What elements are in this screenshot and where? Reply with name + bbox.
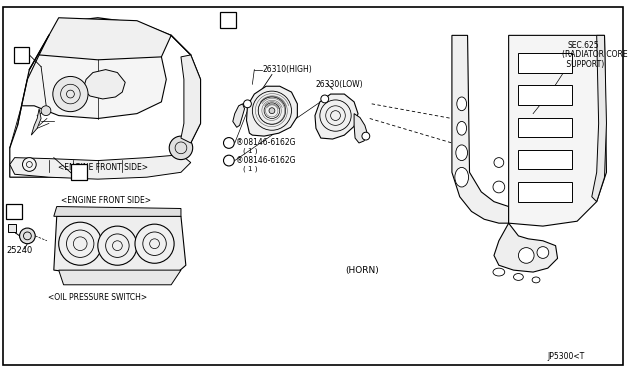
Bar — [13, 47, 29, 63]
Bar — [6, 203, 22, 219]
Text: B: B — [227, 158, 231, 163]
Text: ( 1 ): ( 1 ) — [243, 165, 257, 171]
Bar — [518, 85, 572, 105]
Circle shape — [223, 138, 234, 148]
Ellipse shape — [493, 268, 505, 276]
Bar — [220, 12, 236, 28]
Ellipse shape — [513, 273, 524, 280]
Circle shape — [223, 155, 234, 166]
Text: JP5300<T: JP5300<T — [548, 352, 585, 361]
Circle shape — [20, 228, 35, 244]
Bar — [72, 164, 87, 180]
Text: SEC.625: SEC.625 — [567, 41, 599, 49]
Text: <ENGINE FRONT SIDE>: <ENGINE FRONT SIDE> — [61, 196, 150, 205]
Text: B: B — [227, 141, 231, 145]
Text: SUPPORT): SUPPORT) — [564, 60, 605, 69]
Text: ®08146-6162G: ®08146-6162G — [236, 156, 295, 165]
Circle shape — [135, 224, 174, 263]
Circle shape — [493, 181, 505, 193]
Text: <OIL PRESSURE SWITCH>: <OIL PRESSURE SWITCH> — [48, 293, 147, 302]
Circle shape — [53, 76, 88, 112]
Polygon shape — [354, 113, 368, 143]
Circle shape — [321, 95, 329, 103]
Polygon shape — [54, 206, 181, 217]
Ellipse shape — [457, 97, 467, 111]
Circle shape — [59, 222, 102, 265]
Bar — [518, 150, 572, 169]
Polygon shape — [83, 70, 125, 99]
Circle shape — [98, 226, 137, 265]
Text: 26310(HIGH): 26310(HIGH) — [262, 65, 312, 74]
Text: B: B — [76, 167, 83, 177]
Text: 25240: 25240 — [7, 246, 33, 255]
Ellipse shape — [457, 121, 467, 135]
Polygon shape — [452, 35, 509, 223]
Ellipse shape — [456, 145, 468, 161]
Circle shape — [537, 247, 548, 259]
Polygon shape — [54, 217, 186, 275]
Polygon shape — [10, 155, 191, 179]
Text: A: A — [225, 15, 231, 25]
Polygon shape — [22, 33, 166, 119]
Polygon shape — [509, 35, 607, 226]
Polygon shape — [246, 86, 298, 136]
Bar — [518, 118, 572, 137]
Text: B: B — [10, 206, 17, 217]
Polygon shape — [181, 55, 200, 143]
Text: (HORN): (HORN) — [345, 266, 379, 275]
Polygon shape — [31, 109, 41, 135]
Circle shape — [169, 136, 193, 160]
Text: ®08146-6162G: ®08146-6162G — [236, 138, 295, 147]
Circle shape — [494, 158, 504, 167]
Circle shape — [41, 106, 51, 116]
Polygon shape — [494, 223, 557, 272]
Ellipse shape — [455, 167, 468, 187]
Polygon shape — [39, 18, 171, 60]
Text: <ENGINE FRONT SIDE>: <ENGINE FRONT SIDE> — [58, 163, 148, 172]
Circle shape — [518, 248, 534, 263]
Circle shape — [244, 100, 252, 108]
Bar — [518, 182, 572, 202]
Polygon shape — [315, 94, 358, 139]
Ellipse shape — [532, 277, 540, 283]
Circle shape — [22, 158, 36, 171]
Polygon shape — [59, 270, 181, 285]
Bar — [518, 53, 572, 73]
Bar — [8, 224, 15, 232]
Text: ( 1 ): ( 1 ) — [243, 148, 257, 154]
Circle shape — [362, 132, 370, 140]
Circle shape — [269, 108, 275, 113]
Text: A: A — [18, 50, 25, 60]
Polygon shape — [592, 35, 607, 202]
Polygon shape — [233, 104, 244, 127]
Text: (RADIATOR CORE: (RADIATOR CORE — [563, 51, 628, 60]
Text: 26330(LOW): 26330(LOW) — [316, 80, 364, 89]
